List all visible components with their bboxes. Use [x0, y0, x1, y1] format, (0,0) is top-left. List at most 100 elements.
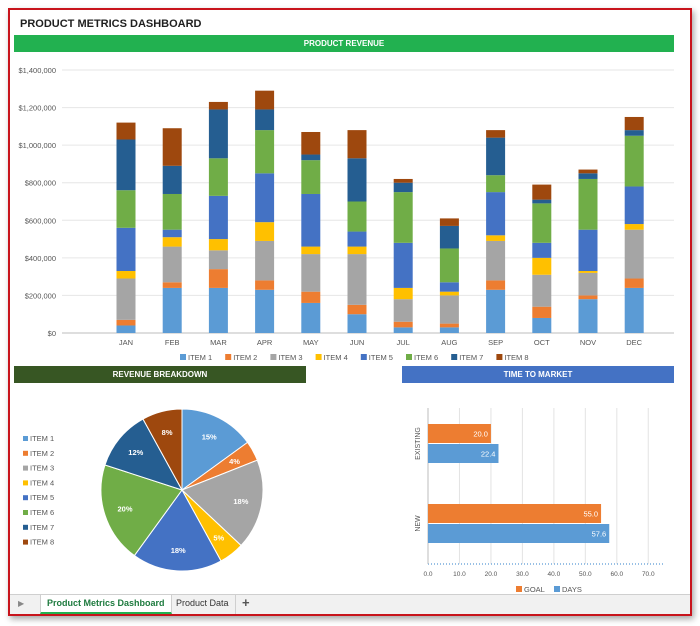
bar-segment: [532, 184, 552, 200]
x-tick-label: DEC: [626, 338, 642, 347]
y-tick-label: $0: [48, 329, 56, 338]
x-tick-label: FEB: [165, 338, 180, 347]
bar-segment: [116, 122, 136, 140]
bar-segment: [162, 246, 182, 283]
bar-segment: [116, 227, 136, 272]
bar-segment: [301, 193, 321, 247]
bar-segment: [347, 231, 367, 247]
x-tick-label: JUN: [350, 338, 365, 347]
legend-swatch: [23, 539, 28, 545]
bar-value-label: 22.4: [481, 450, 496, 459]
legend-swatch: [23, 450, 28, 456]
legend-label: ITEM 5: [369, 353, 393, 362]
legend-swatch: [23, 495, 28, 501]
x-tick-label: 40.0: [548, 571, 561, 578]
bar-segment: [301, 160, 321, 194]
legend-label: ITEM 8: [30, 538, 54, 547]
legend-swatch: [360, 354, 367, 360]
pie-value-label: 8%: [162, 428, 173, 437]
pie-slice: [104, 418, 184, 491]
legend-label: ITEM 6: [30, 508, 54, 517]
bar-segment: [208, 109, 228, 159]
bar-segment: [162, 229, 182, 238]
bar-segment: [255, 130, 275, 174]
bar-segment: [162, 237, 182, 247]
legend-swatch: [496, 354, 503, 360]
legend-swatch: [451, 354, 458, 360]
legend-label: DAYS: [562, 585, 582, 594]
add-sheet-button[interactable]: +: [242, 595, 250, 610]
bar-segment: [624, 278, 644, 288]
pie-slice: [100, 464, 183, 557]
x-tick-label: 0.0: [423, 571, 432, 578]
bar-segment: [532, 274, 552, 307]
x-tick-label: OCT: [534, 338, 550, 347]
bar-segment: [162, 165, 182, 194]
bar-segment: [116, 190, 136, 228]
bar-segment: [255, 222, 275, 241]
bar-segment: [578, 229, 598, 272]
bar-value-label: 57.6: [592, 530, 607, 539]
y-tick-label: $1,200,000: [18, 104, 56, 113]
bar-segment: [439, 291, 459, 296]
bar-segment: [624, 116, 644, 131]
x-tick-label: 20.0: [485, 571, 498, 578]
tab-product-data[interactable]: Product Data: [170, 595, 236, 614]
bar: [428, 504, 602, 523]
bar-segment: [347, 314, 367, 333]
y-tick-label: $600,000: [25, 216, 56, 225]
x-tick-label: SEP: [488, 338, 503, 347]
pie-slice: [133, 489, 222, 572]
dashboard-frame: PRODUCT METRICS DASHBOARD PRODUCT REVENU…: [8, 8, 692, 616]
bar-segment: [301, 154, 321, 161]
bar-segment: [393, 242, 413, 288]
bar-segment: [347, 254, 367, 305]
pie-slice: [181, 408, 249, 491]
bar-segment: [347, 158, 367, 202]
x-tick-label: 10.0: [453, 571, 466, 578]
bar-segment: [255, 289, 275, 333]
x-tick-label: AUG: [441, 338, 457, 347]
bar-segment: [255, 90, 275, 110]
pie-value-label: 12%: [128, 448, 143, 457]
time-to-market-banner: TIME TO MARKET: [402, 366, 674, 383]
y-tick-label: $800,000: [25, 179, 56, 188]
bar-segment: [532, 317, 552, 333]
y-tick-label: $200,000: [25, 291, 56, 300]
bar-segment: [393, 182, 413, 193]
x-tick-label: JAN: [119, 338, 133, 347]
bar-segment: [208, 239, 228, 251]
bar-segment: [255, 109, 275, 131]
play-icon[interactable]: ▶: [18, 599, 25, 608]
bar-segment: [578, 169, 598, 174]
bar-segment: [486, 240, 506, 281]
bar-segment: [624, 229, 644, 279]
legend-label: ITEM 2: [30, 449, 54, 458]
legend-label: ITEM 4: [324, 353, 348, 362]
bar-segment: [439, 248, 459, 283]
bar-segment: [162, 282, 182, 288]
bar-segment: [162, 287, 182, 333]
bar-segment: [486, 137, 506, 176]
x-tick-label: JUL: [397, 338, 410, 347]
sheet-tab-bar: ▶ Product Metrics Dashboard Product Data…: [10, 594, 690, 614]
bar-segment: [208, 158, 228, 196]
revenue-breakdown-banner: REVENUE BREAKDOWN: [14, 366, 306, 383]
x-tick-label: NOV: [580, 338, 596, 347]
bar-segment: [486, 130, 506, 138]
bar-segment: [208, 101, 228, 110]
bar-segment: [624, 186, 644, 225]
legend-label: ITEM 7: [459, 353, 483, 362]
tab-product-metrics-dashboard[interactable]: Product Metrics Dashboard: [40, 595, 172, 614]
bar-segment: [393, 327, 413, 333]
bar-segment: [532, 242, 552, 258]
bar-segment: [624, 130, 644, 136]
pie-value-label: 15%: [202, 433, 217, 442]
legend-swatch: [23, 465, 28, 471]
legend-swatch: [23, 436, 28, 441]
pie-value-label: 18%: [171, 546, 186, 555]
bar-segment: [301, 254, 321, 292]
bar-segment: [162, 128, 182, 166]
bar-segment: [578, 272, 598, 296]
bar-segment: [532, 199, 552, 204]
